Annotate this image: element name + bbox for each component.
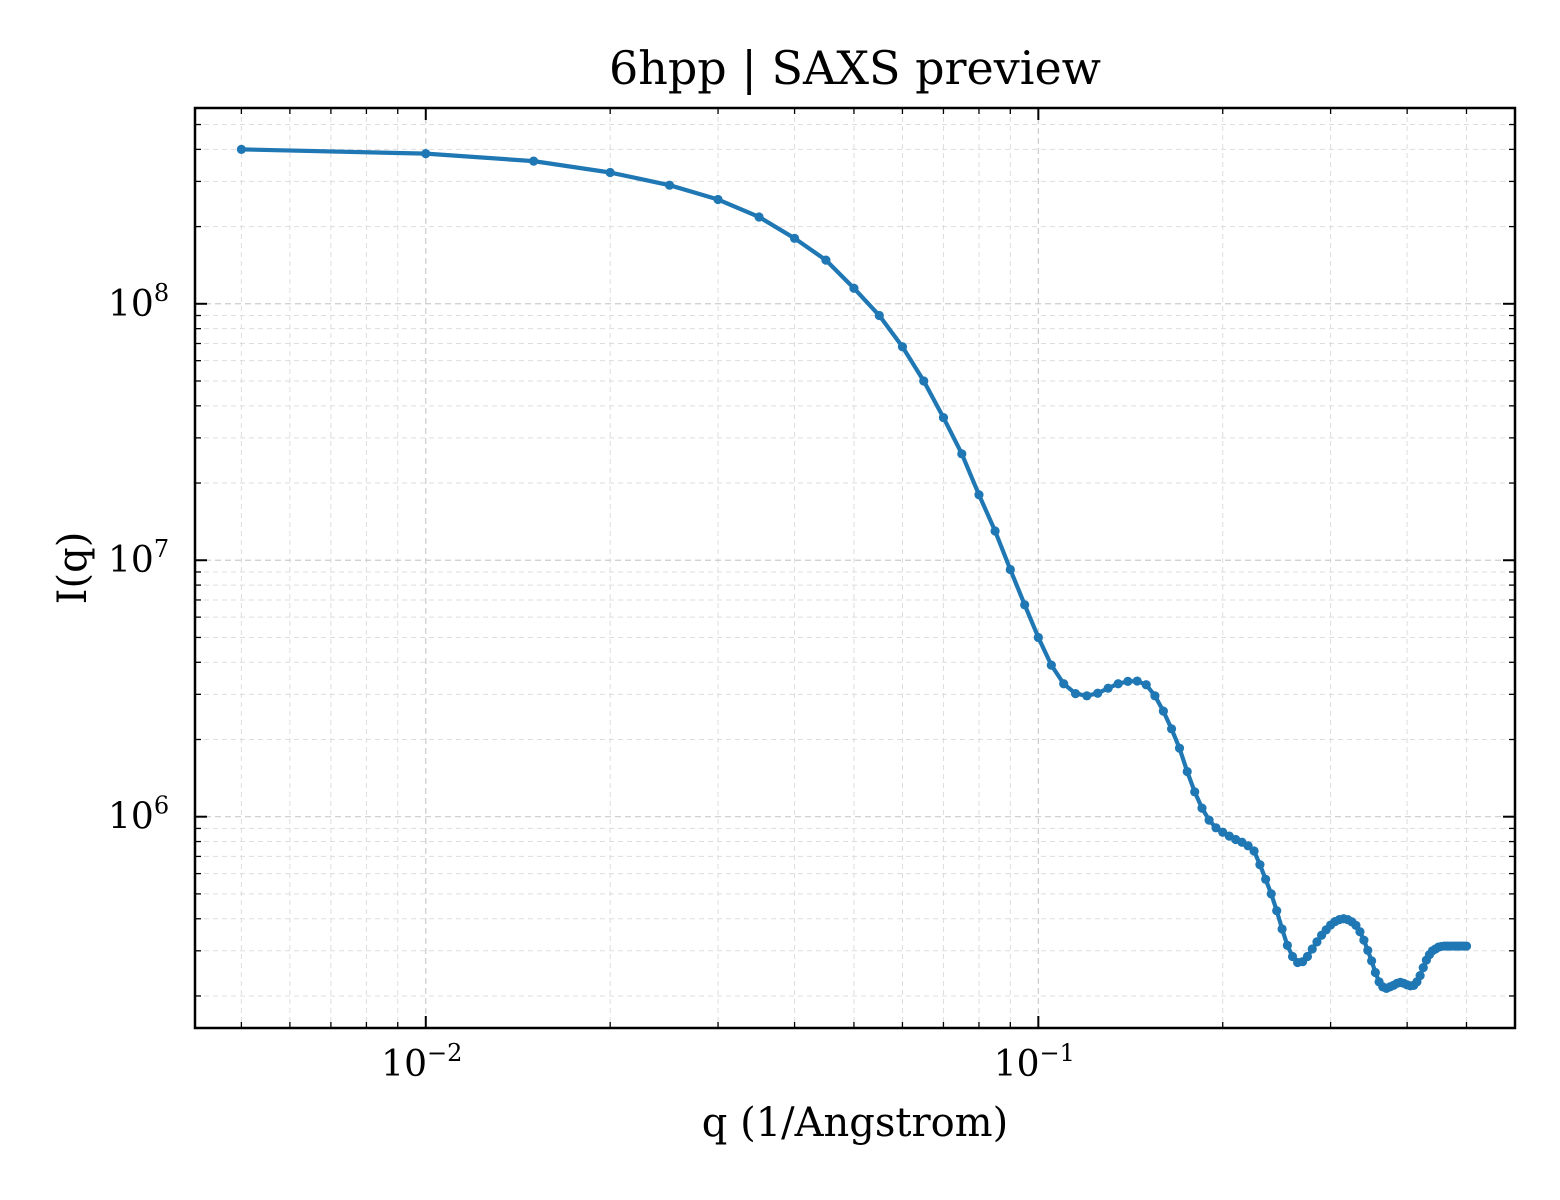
data-point bbox=[1367, 956, 1377, 966]
series-markers bbox=[236, 144, 1472, 994]
data-point bbox=[1243, 841, 1253, 851]
data-point bbox=[1132, 676, 1142, 686]
data-point bbox=[529, 156, 539, 166]
data-point bbox=[938, 412, 949, 423]
data-point bbox=[1415, 971, 1425, 981]
x-tick-label: 10−1 bbox=[994, 1039, 1075, 1085]
data-point bbox=[874, 310, 884, 321]
plot-frame bbox=[193, 106, 1517, 1030]
data-point bbox=[1461, 941, 1472, 951]
data-point bbox=[1197, 803, 1207, 813]
data-point bbox=[1261, 874, 1271, 884]
data-point bbox=[754, 212, 764, 222]
x-tick-label: 10−2 bbox=[381, 1039, 462, 1085]
data-point bbox=[1093, 688, 1103, 698]
tick-labels: 10−2 10−1 106 107 108 bbox=[108, 279, 1075, 1085]
data-point bbox=[1266, 889, 1276, 899]
data-point bbox=[1204, 815, 1214, 825]
data-point bbox=[1046, 660, 1056, 670]
data-point bbox=[1249, 846, 1259, 856]
data-point bbox=[1182, 766, 1192, 777]
data-point bbox=[1150, 691, 1160, 701]
x-axis-label: q (1/Angstrom) bbox=[702, 1100, 1008, 1146]
data-point bbox=[974, 490, 984, 500]
data-point bbox=[821, 255, 831, 265]
y-axis-label: I(q) bbox=[50, 532, 96, 605]
grid bbox=[195, 108, 1515, 1028]
data-point bbox=[789, 233, 800, 243]
data-point bbox=[1020, 600, 1030, 610]
data-point bbox=[1359, 935, 1369, 945]
data-point bbox=[990, 526, 1000, 536]
data-point bbox=[1158, 706, 1168, 716]
data-point bbox=[897, 342, 908, 352]
data-point bbox=[1123, 676, 1133, 686]
y-tick-label: 107 bbox=[108, 535, 169, 581]
data-point bbox=[1277, 924, 1287, 934]
data-point bbox=[1287, 951, 1298, 962]
data-point bbox=[421, 149, 431, 159]
data-point bbox=[1307, 944, 1317, 954]
data-point bbox=[1005, 564, 1015, 575]
data-point bbox=[1211, 823, 1221, 833]
y-tick-label: 106 bbox=[108, 792, 169, 838]
ticks bbox=[195, 108, 1515, 1028]
data-point bbox=[1363, 945, 1373, 956]
data-point bbox=[1070, 689, 1081, 699]
data-point bbox=[1059, 679, 1069, 689]
data-point bbox=[1255, 860, 1265, 870]
data-point bbox=[1033, 632, 1043, 643]
data-point bbox=[664, 180, 675, 190]
data-point bbox=[1272, 906, 1282, 916]
data-point bbox=[236, 144, 246, 154]
data-point bbox=[1312, 937, 1322, 947]
series-layer bbox=[236, 144, 1472, 994]
data-point bbox=[1302, 951, 1313, 962]
data-point bbox=[1103, 683, 1113, 693]
data-point bbox=[713, 194, 723, 205]
data-point bbox=[1190, 787, 1200, 797]
y-tick-label: 108 bbox=[108, 279, 169, 325]
data-point bbox=[1113, 679, 1123, 689]
data-point bbox=[919, 376, 929, 386]
data-point bbox=[1282, 940, 1292, 950]
data-point bbox=[1370, 967, 1380, 978]
data-point bbox=[1166, 724, 1177, 734]
data-point bbox=[957, 449, 967, 459]
chart-title: 6hpp | SAXS preview bbox=[609, 41, 1101, 95]
data-point bbox=[605, 167, 615, 178]
data-point bbox=[1355, 927, 1365, 937]
data-point bbox=[1082, 691, 1092, 701]
data-point bbox=[1174, 743, 1185, 753]
data-point bbox=[849, 283, 859, 293]
data-point bbox=[1141, 680, 1151, 690]
data-point bbox=[1418, 962, 1428, 973]
